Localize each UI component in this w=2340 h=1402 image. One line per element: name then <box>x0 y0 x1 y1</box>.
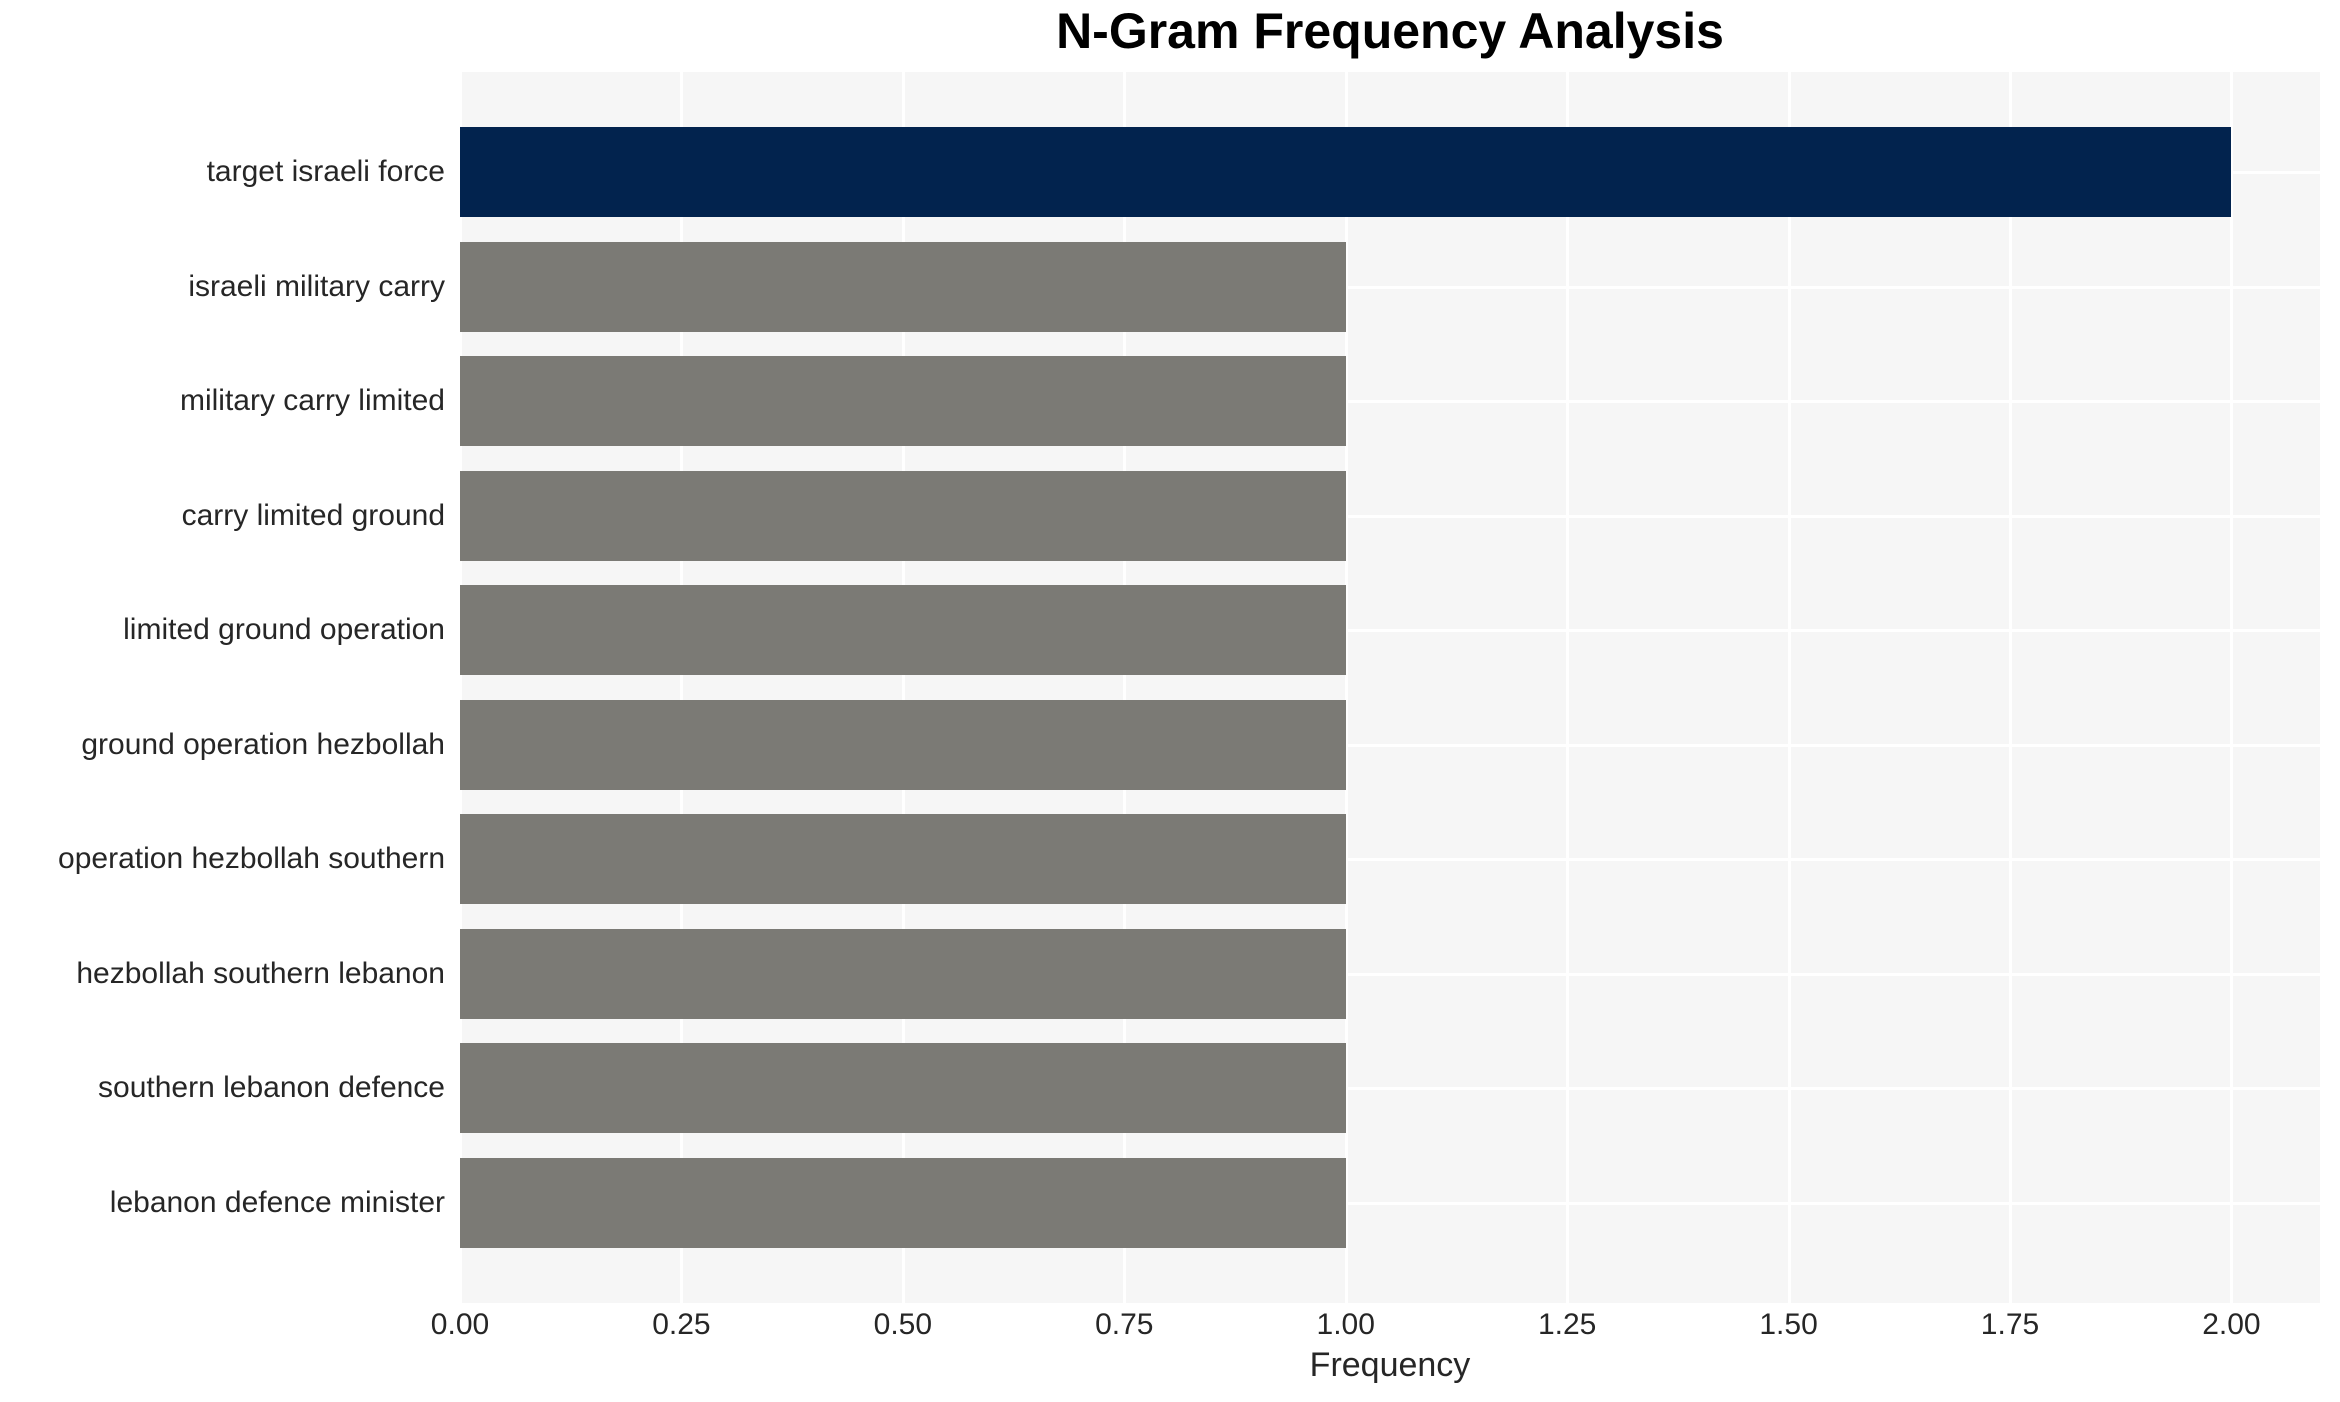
gridline-vertical <box>2230 72 2234 1303</box>
gridline-horizontal <box>460 514 2320 518</box>
gridline-horizontal <box>460 858 2320 862</box>
y-axis-label: military carry limited <box>179 384 445 418</box>
gridline-horizontal <box>460 972 2320 976</box>
x-axis-tick-labels: 0.00 0.25 0.50 0.75 1.00 1.25 1.50 1.75 2.00 <box>431 1308 2320 1348</box>
gridline-vertical <box>1566 72 1570 1303</box>
x-tick-label: 0.75 <box>1095 1308 1154 1341</box>
y-axis-label: target israeli force <box>206 155 445 188</box>
y-axis-label: hezbollah southern lebanon <box>76 956 445 990</box>
gridline-horizontal <box>460 629 2320 633</box>
gridline-horizontal <box>460 285 2320 289</box>
bar <box>460 127 2232 217</box>
y-axis-labels: target israeli force israeli military car… <box>0 72 445 1303</box>
bar <box>460 928 1346 1019</box>
x-tick-label: 1.25 <box>1537 1308 1597 1341</box>
gridline-horizontal <box>460 1202 2320 1205</box>
gridline-vertical <box>901 72 905 1303</box>
plot-area <box>459 72 2320 1303</box>
y-axis-label: carry limited ground <box>181 498 445 532</box>
y-axis-label: israeli military carry <box>188 269 445 303</box>
bar <box>460 585 1346 676</box>
y-axis-label: limited ground operation <box>123 613 445 647</box>
y-axis-label: ground operation hezbollah <box>81 727 445 761</box>
x-axis-label: Frequency <box>1309 1346 1471 1384</box>
gridline-vertical <box>1123 72 1127 1303</box>
y-axis-label: operation hezbollah southern <box>58 842 445 876</box>
x-tick-label: 1.75 <box>1980 1308 2040 1341</box>
chart-title: N-Gram Frequency Analysis <box>1056 3 1724 59</box>
bar <box>460 1158 1346 1248</box>
x-tick-label: 2.00 <box>2202 1308 2261 1341</box>
bar <box>460 470 1346 561</box>
bar <box>460 1043 1346 1134</box>
x-tick-label: 0.00 <box>430 1308 490 1341</box>
bar <box>460 241 1346 332</box>
gridline-vertical <box>680 72 684 1303</box>
y-axis-label: lebanon defence minister <box>109 1186 445 1219</box>
y-axis-label: southern lebanon defence <box>98 1071 445 1105</box>
gridline-horizontal <box>460 400 2320 404</box>
x-tick-label: 0.50 <box>873 1308 933 1341</box>
bar <box>460 814 1346 905</box>
x-tick-label: 0.25 <box>652 1308 711 1341</box>
gridline-vertical <box>1344 72 1348 1303</box>
bar <box>460 699 1346 790</box>
gridline-horizontal <box>460 743 2320 747</box>
gridline-horizontal <box>460 1087 2320 1091</box>
bar <box>460 356 1346 447</box>
x-tick-label: 1.00 <box>1316 1308 1375 1341</box>
gridline-vertical <box>2009 72 2012 1303</box>
gridline-vertical <box>459 72 462 1303</box>
gridline-vertical <box>1787 72 1791 1303</box>
x-tick-label: 1.50 <box>1759 1308 1818 1341</box>
